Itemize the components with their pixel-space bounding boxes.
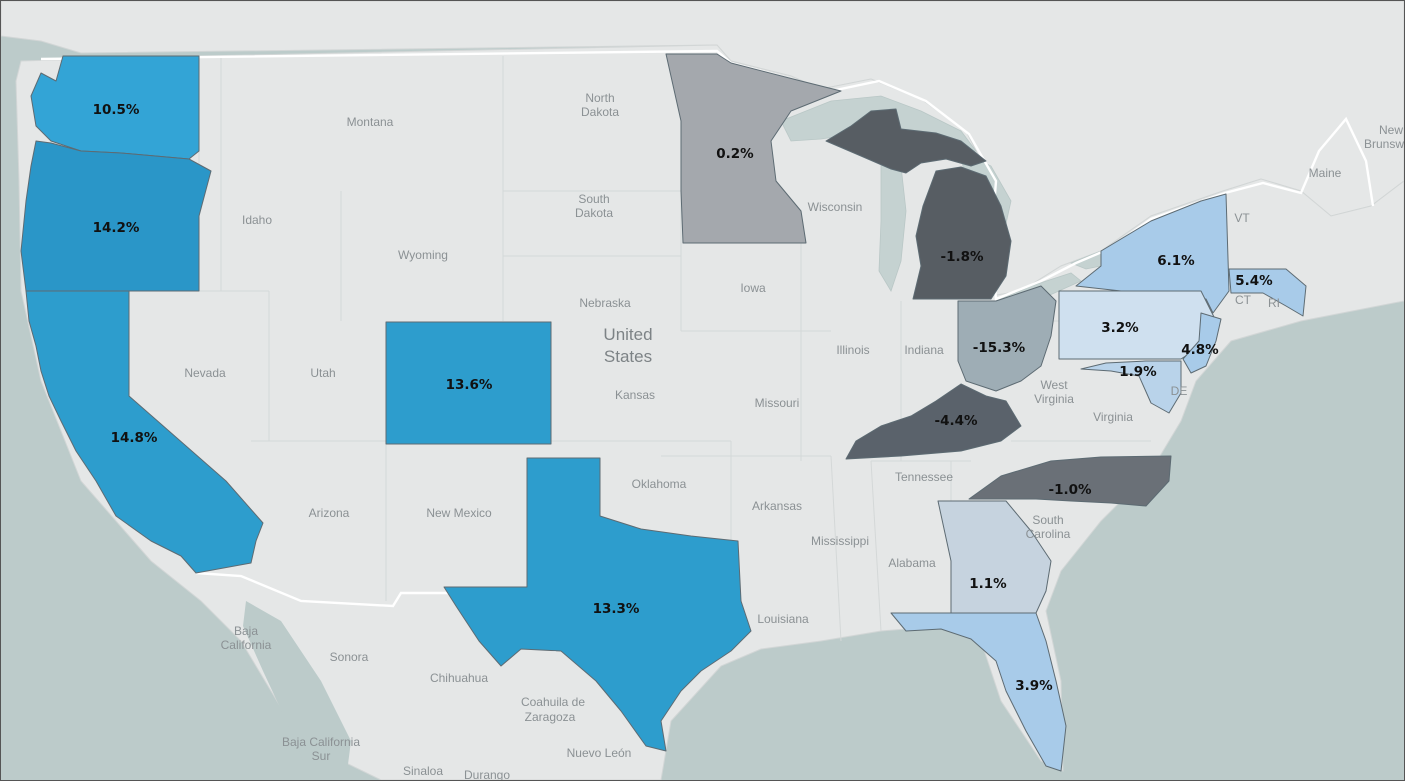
label-missouri: Missouri: [755, 396, 800, 410]
label-virginia: Virginia: [1093, 410, 1133, 424]
value-maryland: 1.9%: [1119, 364, 1157, 380]
state-colorado[interactable]: [385, 321, 552, 445]
label-coahuila-1: Coahuila de: [521, 695, 585, 709]
label-new-mexico: New Mexico: [426, 506, 492, 520]
label-baja-california-1: Baja: [234, 624, 258, 638]
label-coahuila-2: Zaragoza: [525, 710, 576, 724]
label-new-brunswick-1: New: [1379, 123, 1403, 137]
label-louisiana: Louisiana: [757, 612, 809, 626]
label-ri: RI: [1268, 296, 1280, 310]
label-south-dakota-2: Dakota: [575, 206, 613, 220]
state-california[interactable]: [25, 290, 264, 574]
state-oregon[interactable]: [20, 140, 212, 292]
state-michigan-lower[interactable]: [912, 166, 1012, 300]
state-new-jersey[interactable]: [1182, 312, 1222, 374]
label-south-carolina-2: Carolina: [1026, 527, 1071, 541]
value-labels: 10.5% 14.2% 14.8% 13.6% 13.3% 0.2% -1.8%…: [93, 102, 1274, 694]
label-maine: Maine: [1309, 166, 1342, 180]
colored-states: [20, 53, 1307, 772]
state-minnesota[interactable]: [665, 53, 842, 244]
value-new-jersey: 4.8%: [1181, 342, 1219, 358]
label-south-carolina-1: South: [1032, 513, 1063, 527]
value-texas: 13.3%: [593, 601, 640, 617]
label-iowa: Iowa: [740, 281, 766, 295]
label-arkansas: Arkansas: [752, 499, 802, 513]
value-california: 14.8%: [111, 430, 158, 446]
value-minnesota: 0.2%: [716, 146, 754, 162]
label-north-dakota-2: Dakota: [581, 105, 619, 119]
value-pennsylvania: 3.2%: [1101, 320, 1139, 336]
label-arizona: Arizona: [309, 506, 350, 520]
value-michigan: -1.8%: [940, 249, 984, 265]
label-baja-sur-2: Sur: [312, 749, 331, 763]
lake-michigan: [878, 160, 907, 292]
label-oklahoma: Oklahoma: [632, 477, 687, 491]
label-north-dakota-1: North: [585, 91, 614, 105]
state-washington[interactable]: [30, 55, 200, 160]
base-labels: Montana North Dakota South Dakota Idaho …: [184, 91, 1404, 780]
label-south-dakota-1: South: [578, 192, 609, 206]
value-florida: 3.9%: [1015, 678, 1053, 694]
label-illinois: Illinois: [836, 343, 869, 357]
label-united: United: [603, 325, 652, 344]
state-florida[interactable]: [890, 612, 1067, 772]
state-texas[interactable]: [443, 457, 752, 752]
label-mississippi: Mississippi: [811, 534, 869, 548]
label-wyoming: Wyoming: [398, 248, 448, 262]
label-tennessee: Tennessee: [895, 470, 953, 484]
label-new-brunswick-2: Brunsw: [1364, 137, 1404, 151]
value-oregon: 14.2%: [93, 220, 140, 236]
value-georgia: 1.1%: [969, 576, 1007, 592]
label-de: DE: [1171, 384, 1188, 398]
state-maryland[interactable]: [1080, 360, 1182, 414]
state-kentucky[interactable]: [845, 383, 1022, 460]
label-vt: VT: [1234, 211, 1250, 225]
label-sinaloa: Sinaloa: [403, 764, 443, 778]
label-states: States: [604, 347, 652, 366]
label-chihuahua: Chihuahua: [430, 671, 488, 685]
label-nevada: Nevada: [184, 366, 226, 380]
value-new-york: 6.1%: [1157, 253, 1195, 269]
gulf-of-california: [243, 601, 351, 780]
label-wisconsin: Wisconsin: [808, 200, 863, 214]
label-durango: Durango: [464, 768, 510, 780]
value-colorado: 13.6%: [446, 377, 493, 393]
label-west-virginia-1: West: [1040, 378, 1068, 392]
value-north-carolina: -1.0%: [1048, 482, 1092, 498]
label-indiana: Indiana: [904, 343, 944, 357]
state-north-carolina[interactable]: [968, 455, 1172, 507]
label-idaho: Idaho: [242, 213, 272, 227]
value-washington: 10.5%: [93, 102, 140, 118]
value-ohio: -15.3%: [973, 340, 1026, 356]
label-kansas: Kansas: [615, 388, 655, 402]
label-montana: Montana: [347, 115, 394, 129]
value-massachusetts: 5.4%: [1235, 273, 1273, 289]
value-kentucky: -4.4%: [934, 413, 978, 429]
label-alabama: Alabama: [888, 556, 936, 570]
state-georgia[interactable]: [937, 500, 1052, 614]
label-utah: Utah: [310, 366, 335, 380]
label-west-virginia-2: Virginia: [1034, 392, 1074, 406]
state-massachusetts[interactable]: [1228, 268, 1307, 317]
label-baja-california-2: California: [221, 638, 272, 652]
label-nebraska: Nebraska: [579, 296, 631, 310]
label-nuevo-leon: Nuevo León: [567, 746, 632, 760]
label-sonora: Sonora: [330, 650, 369, 664]
label-baja-sur-1: Baja California: [282, 735, 360, 749]
state-michigan-upper[interactable]: [825, 108, 987, 174]
label-ct: CT: [1235, 293, 1252, 307]
state-ohio[interactable]: [957, 285, 1057, 392]
